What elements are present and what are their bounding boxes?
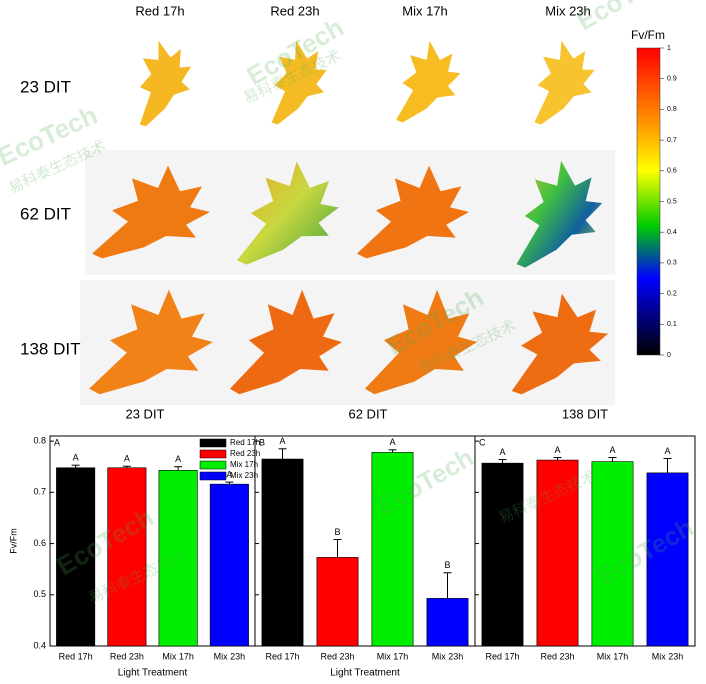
x-tick-label: Mix 23h [432, 651, 464, 661]
colorbar-tick-label: 0 [667, 352, 671, 359]
significance-label: A [389, 437, 395, 447]
leaf [384, 36, 467, 124]
colorbar-tick-label: 0.9 [667, 76, 677, 83]
row-label: 23 DIT [20, 77, 71, 96]
legend-swatch [199, 471, 227, 481]
significance-label: A [499, 447, 505, 457]
x-axis-label: Light Treatment [330, 668, 400, 679]
legend-swatch [199, 438, 227, 448]
significance-label: A [609, 445, 615, 455]
legend-label: Red 23h [230, 449, 260, 458]
bar [646, 472, 689, 647]
bar [536, 459, 579, 647]
colorbar-tick-label: 0.1 [667, 321, 677, 328]
bottom-label: 138 DIT [562, 406, 608, 421]
significance-label: A [664, 446, 670, 456]
bottom-label: 23 DIT [125, 406, 164, 421]
colorbar-title: Fv/Fm [631, 28, 665, 42]
bar [107, 467, 147, 647]
colorbar-tick-label: 1 [667, 45, 671, 52]
y-axis-label: Fv/Fm [8, 528, 18, 554]
column-header: Mix 23h [545, 3, 591, 18]
leaf-images [80, 31, 618, 405]
bar [158, 470, 198, 647]
bar [316, 557, 359, 647]
significance-label: A [554, 445, 560, 455]
y-tick-label: 0.8 [33, 435, 46, 445]
panel-label: C [479, 437, 486, 447]
y-tick-label: 0.5 [33, 589, 46, 599]
y-tick-label: 0.6 [33, 538, 46, 548]
significance-label: B [334, 527, 340, 537]
bar [481, 462, 524, 647]
column-header: Red 17h [135, 3, 184, 18]
plot-frame [474, 435, 696, 647]
row-label: 138 DIT [20, 339, 80, 358]
x-tick-label: Mix 23h [214, 651, 246, 661]
legend-label: Red 17h [230, 438, 260, 447]
x-tick-label: Mix 17h [377, 651, 409, 661]
bar [56, 467, 96, 647]
x-tick-label: Red 23h [110, 651, 144, 661]
leaf [119, 31, 202, 129]
bar [371, 452, 414, 647]
x-tick-label: Red 17h [485, 651, 519, 661]
bar [426, 598, 469, 647]
x-tick-label: Red 23h [540, 651, 574, 661]
bottom-label: 62 DIT [348, 406, 387, 421]
y-tick-label: 0.7 [33, 487, 46, 497]
colorbar-tick-label: 0.5 [667, 198, 677, 205]
row-label: 62 DIT [20, 204, 71, 223]
significance-label: A [124, 454, 130, 464]
colorbar-tick-label: 0.3 [667, 260, 677, 267]
x-tick-label: Mix 17h [162, 651, 194, 661]
colorbar-tick-label: 0.8 [667, 106, 677, 113]
significance-label: A [226, 469, 232, 479]
x-axis-label: Light Treatment [118, 668, 188, 679]
colorbar-tick-label: 0.4 [667, 229, 677, 236]
colorbar-tick-label: 0.6 [667, 168, 677, 175]
x-tick-label: Mix 23h [652, 651, 684, 661]
y-tick-label: 0.4 [33, 640, 46, 650]
legend-swatch [199, 460, 227, 470]
colorbar-tick-label: 0.7 [667, 137, 677, 144]
x-tick-label: Red 17h [59, 651, 93, 661]
x-tick-label: Red 23h [320, 651, 354, 661]
colorbar-ticks: 0 0.1 0.2 0.3 0.4 0.5 0.6 0.7 0.8 0.9 1 [660, 45, 677, 359]
x-tick-label: Mix 17h [597, 651, 629, 661]
significance-label: A [73, 453, 79, 463]
significance-label: A [175, 454, 181, 464]
legend-swatch [199, 449, 227, 459]
x-tick-label: Red 17h [265, 651, 299, 661]
colorbar-tick-label: 0.2 [667, 290, 677, 297]
significance-label: B [444, 560, 450, 570]
bar [261, 458, 304, 647]
legend-label: Mix 23h [230, 471, 258, 480]
panel-label: A [54, 437, 60, 447]
significance-label: A [279, 436, 285, 446]
colorbar [636, 47, 661, 356]
column-header: Mix 17h [402, 3, 448, 18]
legend-label: Mix 17h [230, 460, 258, 469]
panel-label: B [259, 437, 265, 447]
column-header: Red 23h [270, 3, 319, 18]
leaf [517, 33, 604, 127]
bar [209, 483, 249, 647]
charts: A 0.4 0.5 0.6 0.7 0.8 Fv/Fm Light Treatment A Red… [8, 435, 696, 679]
